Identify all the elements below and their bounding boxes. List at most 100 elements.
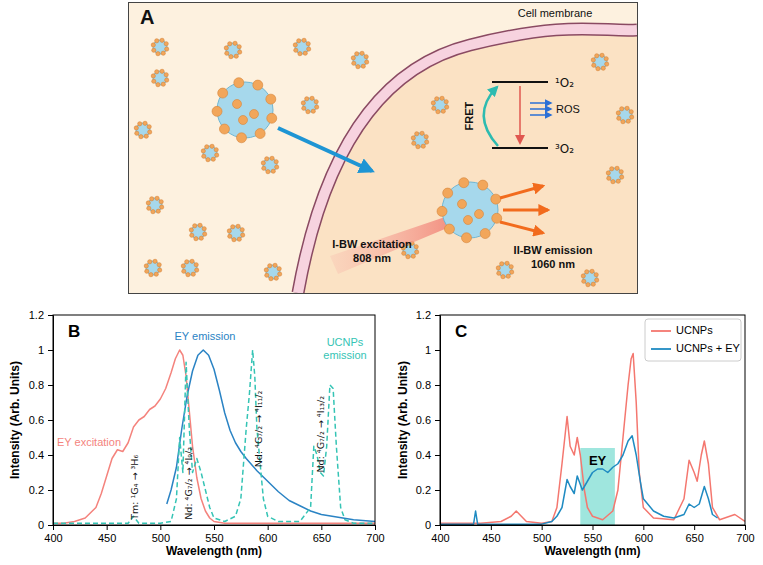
y-tick: 1 bbox=[38, 344, 53, 356]
nanoparticle bbox=[591, 53, 609, 71]
energy-level bbox=[492, 147, 548, 149]
membrane-label: Cell membrane bbox=[518, 7, 593, 19]
chart-panel: 40045050055060065070000.20.40.60.811.2Wa… bbox=[8, 309, 385, 558]
x-tick: 500 bbox=[152, 525, 170, 544]
series-label: EY emission bbox=[175, 330, 236, 342]
dye-molecule bbox=[206, 158, 210, 162]
dye-molecule bbox=[210, 144, 214, 148]
series-line bbox=[440, 354, 745, 524]
y-tick-label: 0.6 bbox=[29, 414, 44, 426]
dye-molecule bbox=[421, 144, 425, 148]
dye-molecule bbox=[591, 282, 595, 286]
dye-molecule bbox=[461, 233, 471, 243]
y-tick-mark bbox=[48, 420, 53, 421]
plot-frame bbox=[53, 315, 375, 525]
uptake-arrow bbox=[278, 128, 372, 171]
dye-molecule bbox=[194, 237, 198, 241]
dye-molecule bbox=[202, 227, 206, 231]
nanoparticle bbox=[616, 106, 634, 124]
x-tick-label: 450 bbox=[482, 532, 500, 544]
dye-molecule bbox=[610, 167, 614, 171]
x-tick-mark bbox=[491, 525, 492, 530]
dye-molecule bbox=[148, 260, 152, 264]
dye-molecule bbox=[265, 273, 269, 277]
dye-molecule bbox=[238, 50, 242, 54]
dye-molecule bbox=[275, 165, 279, 169]
x-tick-mark bbox=[214, 525, 215, 530]
x-tick-label: 700 bbox=[736, 532, 754, 544]
dye-molecule bbox=[161, 82, 165, 86]
dye-molecule bbox=[234, 78, 244, 88]
dye-molecule bbox=[497, 271, 501, 275]
dye-molecule bbox=[224, 46, 228, 50]
span-label: EY bbox=[589, 453, 607, 468]
ros-arrow bbox=[530, 102, 551, 104]
dye-molecule bbox=[201, 149, 205, 153]
y-tick-label: 1 bbox=[38, 344, 44, 356]
nanoparticle bbox=[181, 259, 199, 277]
dye-molecule bbox=[352, 61, 356, 65]
x-axis-title: Wavelength (nm) bbox=[166, 544, 262, 558]
y-tick: 1 bbox=[425, 344, 440, 356]
fret-arrow bbox=[484, 87, 498, 146]
dye-molecule bbox=[297, 39, 301, 43]
dye-molecule bbox=[181, 264, 185, 268]
nanoparticle-core bbox=[442, 182, 498, 238]
emission-label: 1060 nm bbox=[531, 258, 575, 270]
legend-box bbox=[645, 319, 741, 361]
x-tick-label: 650 bbox=[685, 532, 703, 544]
y-tick: 0.4 bbox=[29, 449, 53, 461]
dye-molecule bbox=[205, 145, 209, 149]
dye-molecule bbox=[148, 130, 152, 134]
x-tick: 700 bbox=[736, 525, 754, 544]
dye-molecule bbox=[590, 269, 594, 273]
dye-molecule bbox=[211, 157, 215, 161]
legend-swatch bbox=[651, 348, 671, 350]
dye-molecule bbox=[219, 124, 229, 134]
dye-molecule bbox=[156, 209, 160, 213]
y-tick: 1.2 bbox=[416, 309, 440, 321]
dye-molecule bbox=[444, 224, 454, 234]
x-tick: 450 bbox=[482, 525, 500, 544]
dye-molecule bbox=[189, 228, 193, 232]
dye-molecule bbox=[154, 272, 158, 276]
dye-molecule bbox=[138, 122, 142, 126]
dye-molecule bbox=[160, 205, 164, 209]
dye-molecule bbox=[161, 51, 165, 55]
dye-molecule bbox=[625, 106, 629, 110]
dye-molecule bbox=[149, 273, 153, 277]
dye-molecule bbox=[595, 278, 599, 282]
dye-molecule bbox=[406, 255, 410, 259]
dye-molecule bbox=[591, 58, 595, 62]
x-tick-label: 600 bbox=[259, 532, 277, 544]
dye-molecule bbox=[278, 272, 282, 276]
dye-molecule bbox=[150, 197, 154, 201]
dye-molecule bbox=[274, 276, 278, 280]
dye-molecule bbox=[445, 105, 449, 109]
dye-molecule bbox=[595, 54, 599, 58]
y-tick: 0.6 bbox=[29, 414, 53, 426]
nanoparticle bbox=[261, 156, 279, 174]
dye-molecule bbox=[414, 245, 418, 249]
x-tick: 400 bbox=[44, 525, 62, 544]
dye-molecule bbox=[615, 166, 619, 170]
x-tick-mark bbox=[160, 525, 161, 530]
dye-molecule bbox=[202, 154, 206, 158]
dye-molecule bbox=[198, 223, 202, 227]
dye-molecule bbox=[262, 166, 266, 170]
dye-molecule bbox=[156, 52, 160, 56]
dye-molecule bbox=[267, 113, 277, 123]
nanoparticle bbox=[189, 223, 207, 241]
panel-label: A bbox=[140, 6, 154, 28]
dye-molecule bbox=[135, 131, 139, 135]
x-tick-label: 600 bbox=[635, 532, 653, 544]
dye-molecule bbox=[355, 52, 359, 56]
dye-molecule bbox=[214, 148, 218, 152]
dye-molecule bbox=[159, 200, 163, 204]
dye-molecule bbox=[424, 135, 428, 139]
dye-molecule bbox=[268, 264, 272, 268]
dye-molecule bbox=[195, 268, 199, 272]
state-label: ¹O₂ bbox=[555, 76, 574, 90]
fret-label: FRET bbox=[463, 101, 475, 130]
y-axis-title: Intensity (Arb. Units) bbox=[396, 361, 410, 479]
